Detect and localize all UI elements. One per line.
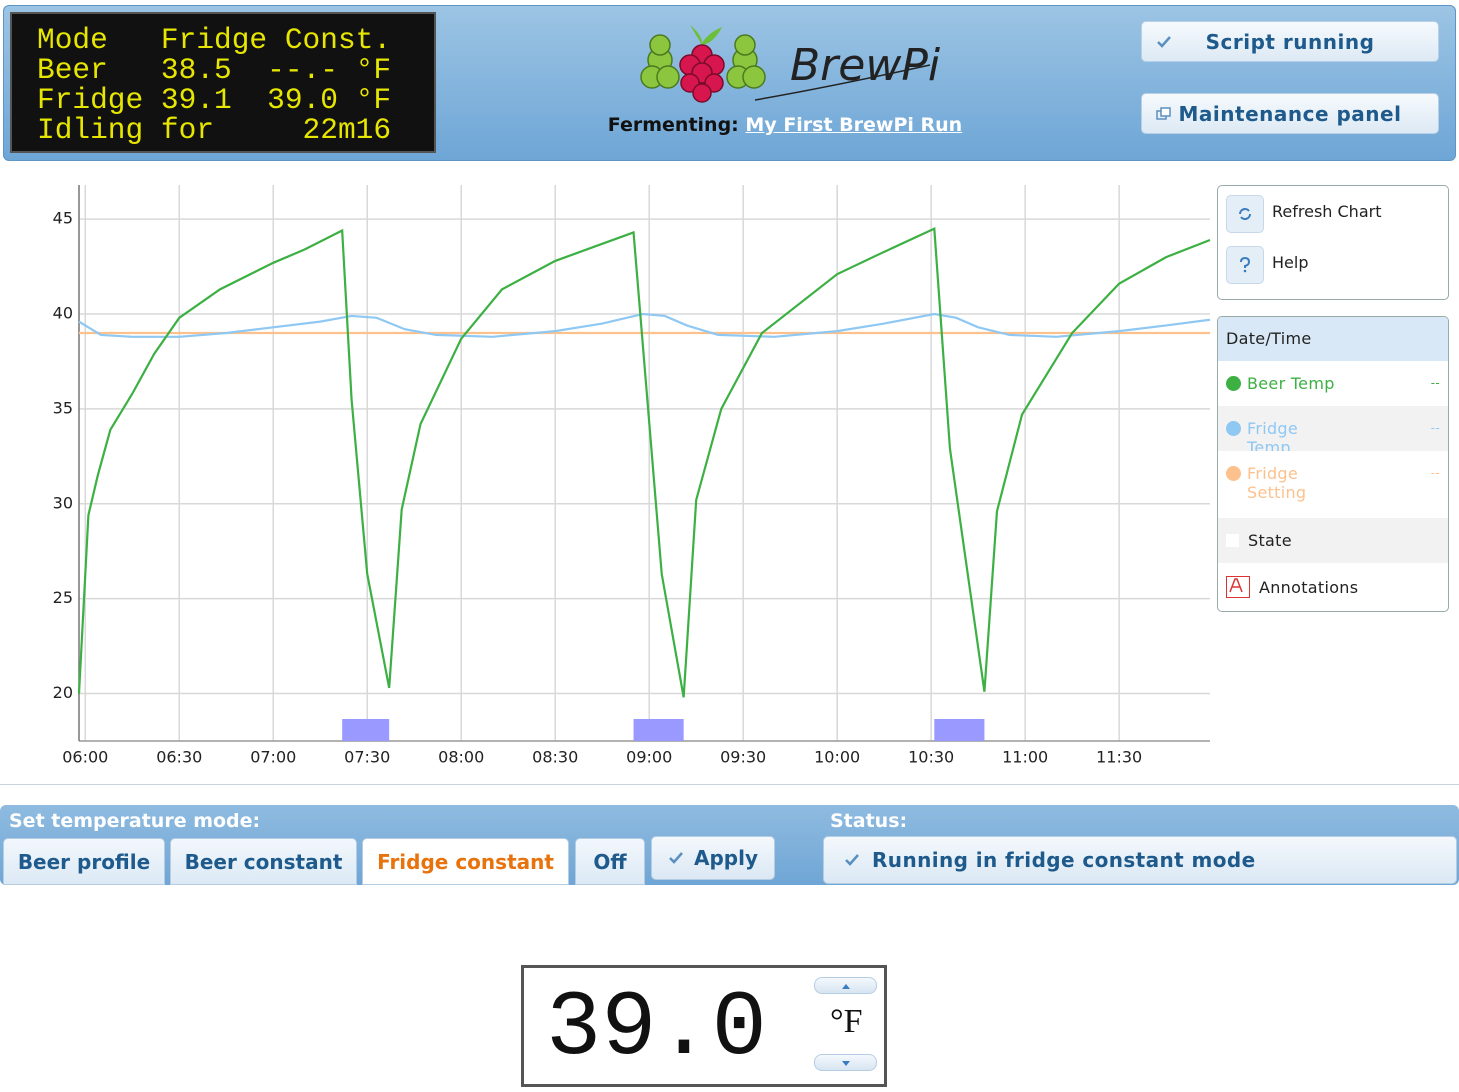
x-tick-label: 09:00 [626,748,672,767]
lcd-display: Mode Fridge Const. Beer 38.5 --.- °F Fri… [10,12,436,153]
button-label: Apply [693,846,758,870]
status-box: Running in fridge constant mode [823,836,1457,884]
setpoint-box: 39.0 °F [521,965,887,1087]
series-line [78,312,1211,338]
legend-marker [1226,376,1241,391]
status-text: Running in fridge constant mode [872,848,1256,872]
apply-button[interactable]: Apply [651,836,775,880]
y-tick-label: 45 [53,209,73,228]
legend-label: Beer Temp [1247,374,1335,393]
check-icon [845,854,859,866]
maintenance-button[interactable]: Maintenance panel [1141,93,1439,134]
legend-value: -- [1430,421,1440,435]
mode-tab[interactable]: Off [575,838,645,885]
state-bar [342,719,390,741]
refresh-chart[interactable]: Refresh Chart [1218,186,1448,237]
legend-item[interactable]: Fridge Temp -- [1218,406,1448,457]
y-tick-label: 35 [53,398,73,417]
legend-item[interactable]: Beer Temp -- [1218,361,1448,406]
state-bar [934,719,985,741]
y-tick-label: 30 [53,493,73,512]
x-tick-label: 06:00 [62,748,108,767]
chart-tools: Refresh Chart Help [1217,185,1449,300]
x-tick-label: 09:30 [720,748,766,767]
legend: Date/Time Beer Temp -- Fridge Temp -- Fridge… [1217,316,1449,612]
lcd-line: Mode Fridge Const. [37,23,392,57]
legend-value: -- [1430,466,1440,480]
help[interactable]: Help [1218,237,1448,288]
x-tick-label: 07:00 [250,748,296,767]
legend-label: Annotations [1259,578,1359,597]
x-tick-label: 11:00 [1002,748,1048,767]
legend-label: Fridge Setting [1247,464,1307,502]
setpoint-value: 39.0 [546,976,767,1081]
x-tick-label: 10:30 [908,748,954,767]
x-tick-label: 11:30 [1096,748,1142,767]
x-tick-label: 06:30 [156,748,202,767]
legend-header: Date/Time [1218,317,1448,361]
beer-name-link[interactable]: My First BrewPi Run [745,114,963,136]
status-label: Status: [830,810,908,832]
lcd-line: Fridge 39.1 39.0 °F [37,83,392,117]
check-icon [1157,36,1171,48]
fermenting-label: Fermenting: [607,114,739,136]
y-tick-label: 40 [53,304,73,323]
mode-tab[interactable]: Fridge constant [362,838,569,885]
annotation-icon [1226,576,1250,598]
legend-marker [1226,421,1241,436]
legend-marker [1226,466,1241,481]
x-tick-label: 07:30 [344,748,390,767]
y-tick-label: 25 [53,588,73,607]
help-icon [1226,246,1264,284]
check-icon [669,852,683,864]
setpoint-unit: °F [830,1003,863,1040]
fermenting: Fermenting: My First BrewPi Run [540,114,1030,136]
legend-item[interactable]: State [1218,518,1448,563]
legend-item[interactable]: Fridge Setting -- [1218,451,1448,518]
separator [0,784,1459,785]
mode-tab[interactable]: Beer constant [170,838,357,885]
lcd-line: Beer 38.5 --.- °F [37,53,392,87]
button-label: Script running [1205,29,1375,54]
legend-marker [1226,534,1239,547]
logo: BrewPi [640,25,940,103]
spin-down[interactable] [814,1054,877,1071]
button-label: Maintenance panel [1178,101,1402,126]
series-line [77,226,1211,698]
mode-tab[interactable]: Beer profile [3,838,165,885]
script-status-button[interactable]: Script running [1141,21,1439,62]
chart: 20 25 30 35 40 45 06:00 06:30 07:00 07:30 08:00 08:… [53,185,1211,767]
x-tick-label: 08:00 [438,748,484,767]
lcd-line: Idling for 22m16 [37,113,392,147]
legend-value: -- [1430,376,1440,390]
legend-label: State [1248,531,1292,550]
window-icon [1156,107,1171,120]
spin-up[interactable] [814,977,877,994]
tool-label: Refresh Chart [1272,202,1382,221]
legend-item[interactable]: Annotations [1218,563,1448,611]
y-tick-label: 20 [53,683,73,702]
mode-label: Set temperature mode: [9,810,261,832]
refresh-icon [1226,195,1264,233]
logo-text: BrewPi [790,40,940,91]
state-bar [633,719,684,741]
x-tick-label: 10:00 [814,748,860,767]
x-tick-label: 08:30 [532,748,578,767]
tool-label: Help [1272,253,1309,272]
